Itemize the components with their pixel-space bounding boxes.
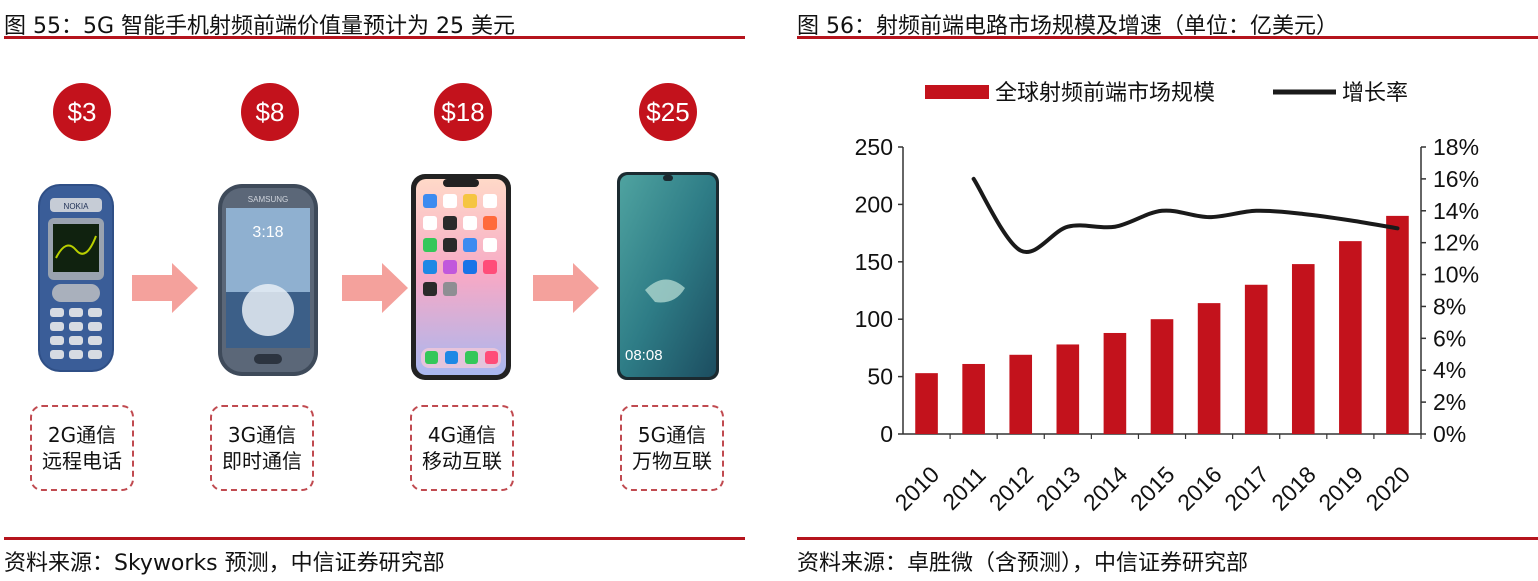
x-tick-label: 2010 bbox=[890, 461, 945, 516]
era-desc-label: 移动互联 bbox=[422, 449, 502, 473]
x-tick-label: 2020 bbox=[1361, 461, 1416, 516]
y2-tick-label: 12% bbox=[1433, 230, 1479, 256]
5g-phone-clock: 08:08 bbox=[625, 347, 663, 364]
bar-2011 bbox=[962, 363, 985, 434]
y-tick-label: 250 bbox=[855, 134, 893, 160]
x-tick-label: 2019 bbox=[1313, 461, 1368, 516]
era-desc-label: 万物互联 bbox=[632, 449, 712, 473]
price-badge-5g: $25 bbox=[639, 83, 697, 141]
bar-2019 bbox=[1339, 241, 1362, 434]
growth-rate-line bbox=[971, 176, 1400, 255]
source-rule bbox=[797, 537, 1538, 540]
x-tick-label: 2014 bbox=[1078, 461, 1133, 516]
bar-2018 bbox=[1291, 264, 1315, 434]
rf-market-chart: 全球射频前端市场规模 增长率 0 50 100 150 200 250 0% 2% 4% 6% 8% 1… bbox=[855, 80, 1479, 516]
title-rule bbox=[797, 36, 1538, 39]
bar-2013 bbox=[1056, 344, 1080, 434]
era-gen-label: 4G通信 bbox=[427, 423, 497, 447]
bar-2015 bbox=[1150, 319, 1174, 434]
era-gen-label: 2G通信 bbox=[47, 423, 117, 447]
bar-2016 bbox=[1197, 303, 1221, 434]
x-tick-label: 2016 bbox=[1172, 461, 1227, 516]
legend-swatch-bar bbox=[925, 85, 989, 99]
era-box-2g: 2G通信 远程电话 bbox=[30, 405, 134, 491]
era-box-4g: 4G通信 移动互联 bbox=[410, 405, 514, 491]
galaxy-phone-clock: 3:18 bbox=[252, 224, 283, 241]
x-tick-label: 2011 bbox=[937, 462, 990, 515]
figure-55-title: 图 55：5G 智能手机射频前端价值量预计为 25 美元 bbox=[4, 14, 516, 39]
arrow-right-icon bbox=[342, 263, 408, 313]
arrow-right-icon bbox=[132, 263, 198, 313]
y2-tick-label: 4% bbox=[1433, 357, 1466, 383]
bar-2014 bbox=[1103, 332, 1127, 434]
arrow-right-icon bbox=[533, 263, 599, 313]
x-tick-label: 2013 bbox=[1031, 461, 1086, 516]
x-tick-label: 2017 bbox=[1219, 461, 1274, 516]
galaxy-phone-image: SAMSUNG 3:18 bbox=[218, 184, 318, 376]
legend-label-line: 增长率 bbox=[1342, 80, 1408, 105]
y-tick-label: 100 bbox=[855, 306, 893, 332]
y2-tick-label: 2% bbox=[1433, 389, 1466, 415]
bar-2012 bbox=[1009, 354, 1033, 434]
legend-label-bar: 全球射频前端市场规模 bbox=[995, 80, 1215, 105]
feature-phone-image: NOKIA bbox=[38, 184, 114, 372]
y2-tick-label: 6% bbox=[1433, 325, 1466, 351]
y2-tick-label: 10% bbox=[1433, 262, 1479, 288]
y2-tick-label: 0% bbox=[1433, 421, 1466, 447]
figure-56-panel: 图 56：射频前端电路市场规模及增速（单位：亿美元） 全球射频前端市场规模 增长率… bbox=[793, 0, 1538, 581]
bar-2017 bbox=[1244, 284, 1268, 434]
era-desc-label: 即时通信 bbox=[222, 449, 302, 473]
price-badge-4g: $18 bbox=[434, 83, 492, 141]
figure-56-source: 资料来源：卓胜微（含预测），中信证券研究部 bbox=[797, 551, 1249, 576]
y2-tick-label: 18% bbox=[1433, 134, 1479, 160]
y2-tick-label: 14% bbox=[1433, 198, 1479, 224]
feature-phone-brand: NOKIA bbox=[64, 202, 90, 211]
y-tick-label: 50 bbox=[867, 364, 893, 390]
era-box-5g: 5G通信 万物互联 bbox=[620, 405, 724, 491]
figure-55-panel: 图 55：5G 智能手机射频前端价值量预计为 25 美元 $3 $8 $18 $… bbox=[0, 0, 745, 581]
title-rule bbox=[4, 36, 745, 39]
y-tick-label: 150 bbox=[855, 249, 893, 275]
era-gen-label: 3G通信 bbox=[227, 423, 297, 447]
y-tick-label: 0 bbox=[880, 421, 893, 447]
price-badge-3g: $8 bbox=[241, 83, 299, 141]
era-gen-label: 5G通信 bbox=[637, 423, 707, 447]
source-rule bbox=[4, 537, 745, 540]
y2-tick-label: 16% bbox=[1433, 166, 1479, 192]
chart-legend: 全球射频前端市场规模 增长率 bbox=[925, 80, 1408, 105]
figure-56-title: 图 56：射频前端电路市场规模及增速（单位：亿美元） bbox=[797, 14, 1338, 39]
y2-tick-label: 8% bbox=[1433, 293, 1466, 319]
x-tick-label: 2012 bbox=[984, 461, 1039, 516]
5g-phone-image: 08:08 bbox=[617, 172, 719, 380]
era-desc-label: 远程电话 bbox=[42, 449, 122, 473]
figure-55-source: 资料来源：Skyworks 预测，中信证券研究部 bbox=[4, 551, 445, 576]
era-box-3g: 3G通信 即时通信 bbox=[210, 405, 314, 491]
y-tick-label: 200 bbox=[855, 191, 893, 217]
x-tick-label: 2015 bbox=[1125, 461, 1180, 516]
iphone-x-image bbox=[411, 174, 511, 380]
bar-2010 bbox=[915, 373, 938, 434]
galaxy-phone-brand: SAMSUNG bbox=[248, 195, 288, 204]
bar-2020 bbox=[1386, 215, 1409, 434]
x-tick-label: 2018 bbox=[1266, 461, 1321, 516]
price-badge-2g: $3 bbox=[53, 83, 111, 141]
